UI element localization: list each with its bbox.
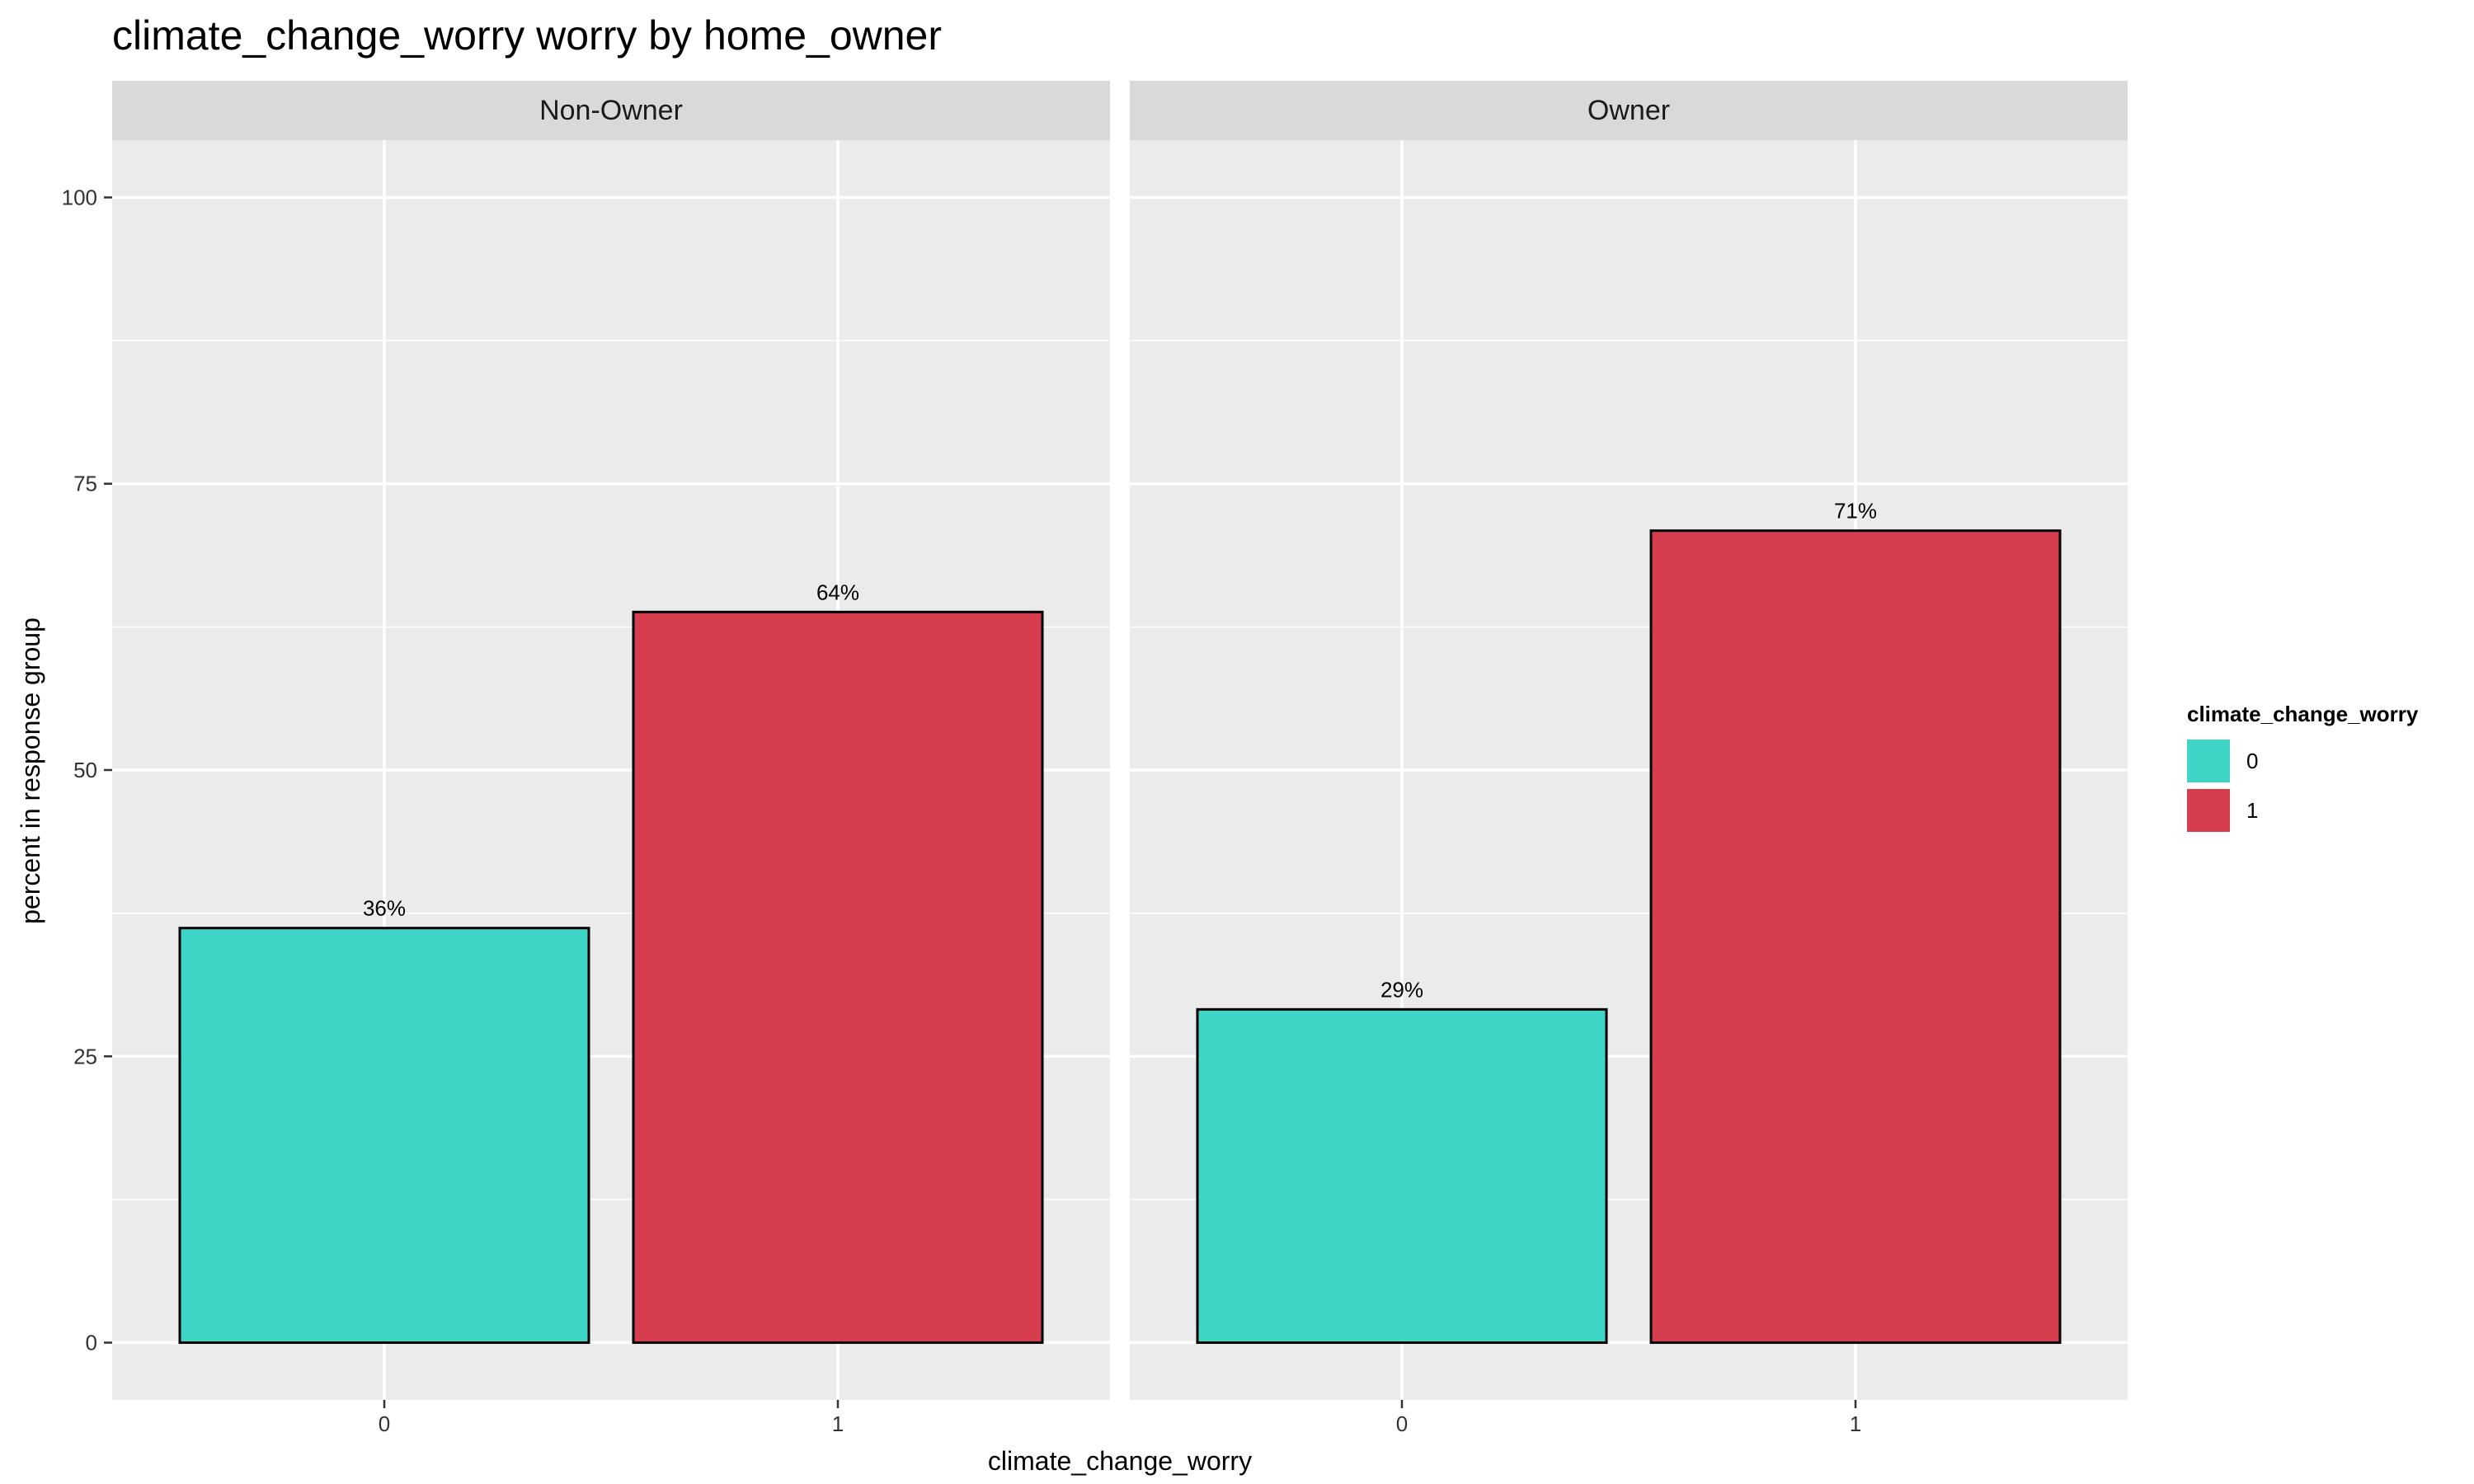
legend-key-1	[2187, 789, 2230, 832]
y-tick-label: 100	[62, 185, 97, 209]
legend-key-0	[2187, 740, 2230, 782]
bar-1	[1649, 529, 2062, 1345]
y-axis: 0 25 50 75 100	[62, 185, 112, 1355]
bar-0	[1196, 1007, 1608, 1345]
facet-strip-label: Owner	[1587, 95, 1670, 126]
y-tick-label: 75	[73, 472, 97, 496]
y-axis-title: percent in response group	[16, 618, 45, 924]
data-label: 71%	[1834, 499, 1877, 524]
x-tick-label: 1	[832, 1411, 844, 1436]
bar-0	[178, 927, 590, 1345]
bar-1	[632, 610, 1044, 1345]
data-label: 64%	[816, 580, 859, 604]
legend-label: 1	[2246, 798, 2258, 823]
facet-strip	[112, 81, 1110, 140]
facet-strip-label: Non-Owner	[539, 95, 683, 126]
chart-title: climate_change_worry worry by home_owner	[112, 12, 942, 59]
x-tick-label: 0	[1396, 1411, 1408, 1436]
facet-panel-non-owner: Non-Owner 36% 0 64% 1	[112, 81, 1110, 1436]
legend-label: 0	[2246, 749, 2258, 773]
data-label: 29%	[1380, 977, 1423, 1002]
facet-panel-owner: Owner 29% 0 71% 1	[1130, 81, 2128, 1436]
x-tick-label: 0	[379, 1411, 390, 1436]
y-tick-label: 50	[73, 758, 97, 782]
facet-strip	[1130, 81, 2128, 140]
x-axis-title: climate_change_worry	[988, 1446, 1252, 1476]
facet-panels: Non-Owner 36% 0 64% 1 Owner 29% 0 71% 1	[112, 81, 2128, 1436]
x-tick-label: 1	[1850, 1411, 1861, 1436]
y-tick-label: 0	[86, 1331, 97, 1355]
y-tick-label: 25	[73, 1044, 97, 1068]
legend: climate_change_worry 0 1	[2187, 702, 2419, 832]
legend-title: climate_change_worry	[2187, 702, 2419, 726]
data-label: 36%	[363, 896, 406, 921]
